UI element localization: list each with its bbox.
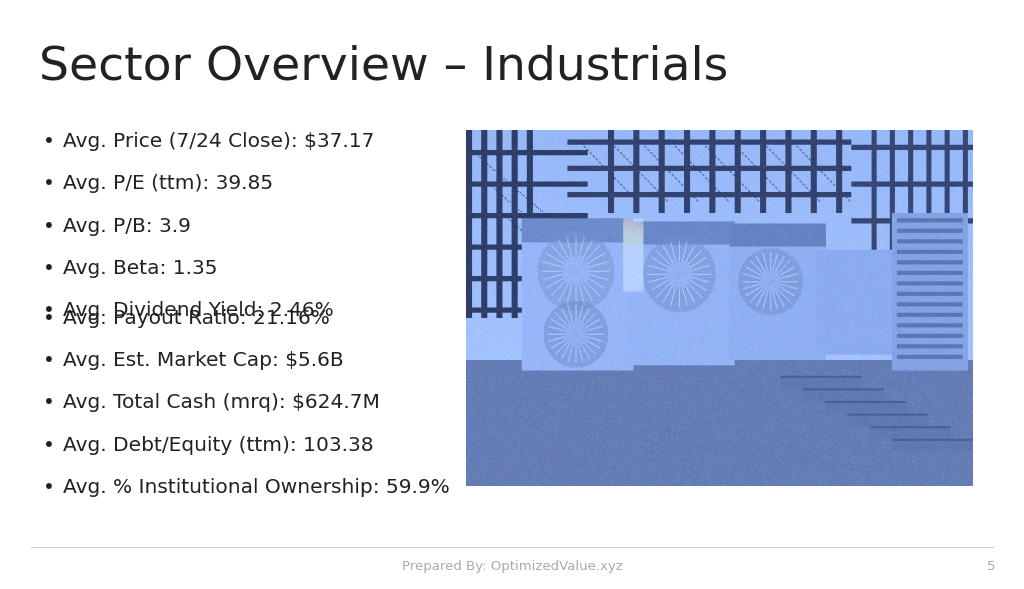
Text: •: • [43,259,55,278]
Text: Avg. P/E (ttm): 39.85: Avg. P/E (ttm): 39.85 [63,174,273,193]
Text: •: • [43,217,55,236]
Text: Sector Overview – Industrials: Sector Overview – Industrials [39,44,728,89]
Text: Avg. Price (7/24 Close): $37.17: Avg. Price (7/24 Close): $37.17 [63,132,375,151]
Text: 5: 5 [987,560,995,573]
Text: •: • [43,351,55,370]
Text: •: • [43,478,55,497]
Text: Avg. Dividend Yield: 2.46%: Avg. Dividend Yield: 2.46% [63,302,334,320]
Text: •: • [43,174,55,193]
Text: •: • [43,309,55,327]
Text: •: • [43,393,55,412]
Text: Avg. Beta: 1.35: Avg. Beta: 1.35 [63,259,218,278]
Text: Avg. Payout Ratio: 21.16%: Avg. Payout Ratio: 21.16% [63,309,331,327]
Text: •: • [43,302,55,320]
Text: Avg. Debt/Equity (ttm): 103.38: Avg. Debt/Equity (ttm): 103.38 [63,436,374,455]
Text: Avg. P/B: 3.9: Avg. P/B: 3.9 [63,217,191,236]
Text: Avg. Total Cash (mrq): $624.7M: Avg. Total Cash (mrq): $624.7M [63,393,380,412]
Text: Prepared By: OptimizedValue.xyz: Prepared By: OptimizedValue.xyz [401,560,623,573]
Text: •: • [43,132,55,151]
Text: Avg. Est. Market Cap: $5.6B: Avg. Est. Market Cap: $5.6B [63,351,344,370]
Text: Avg. % Institutional Ownership: 59.9%: Avg. % Institutional Ownership: 59.9% [63,478,451,497]
Text: •: • [43,436,55,455]
